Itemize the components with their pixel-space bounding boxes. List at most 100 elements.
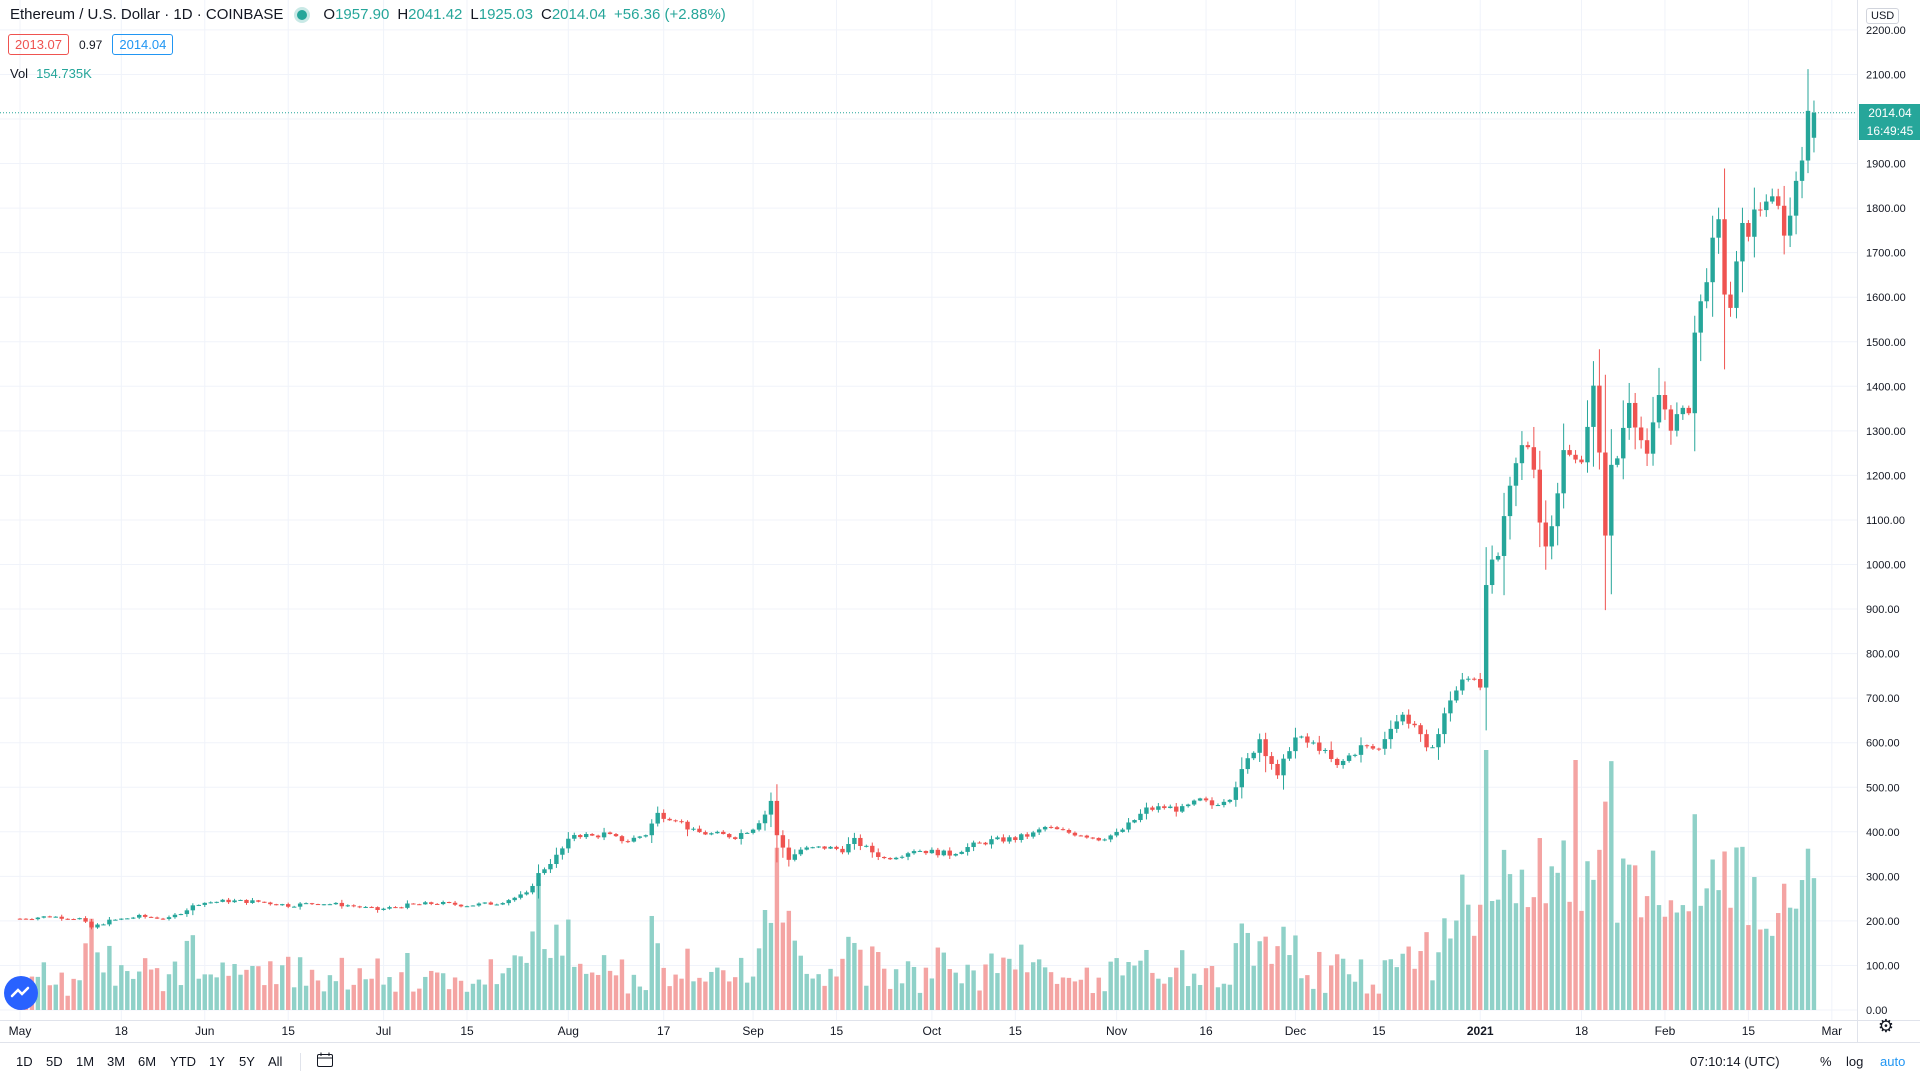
volume-bar [1036, 959, 1042, 1010]
currency-button[interactable]: USD [1866, 8, 1900, 24]
range-1y-button[interactable]: 1Y [209, 1054, 225, 1069]
candle-body [1025, 834, 1030, 837]
volume-bar [637, 986, 643, 1010]
volume-bar [238, 974, 243, 1010]
volume-bar [1519, 869, 1525, 1010]
buy-price-button[interactable]: 2014.04 [112, 34, 174, 55]
candle-body [1251, 752, 1256, 759]
candle-body [286, 904, 291, 907]
volume-bar [744, 982, 750, 1010]
log-scale-button[interactable]: log [1846, 1054, 1864, 1069]
volume-bar [1805, 848, 1811, 1010]
price-chart[interactable]: 2200.002100.002000.001900.001800.001700.… [0, 0, 1920, 1042]
auto-scale-button[interactable]: auto [1880, 1054, 1906, 1069]
volume-bar [846, 936, 851, 1010]
range-all-button[interactable]: All [268, 1054, 283, 1069]
candle-body [1382, 739, 1388, 749]
volume-bar [1758, 929, 1763, 1010]
volume-bar [1388, 959, 1393, 1010]
utc-clock[interactable]: 07:10:14 (UTC) [1690, 1054, 1780, 1069]
y-tick-label: 1900.00 [1866, 159, 1906, 171]
volume-bar [1722, 851, 1727, 1010]
candle-body [1668, 409, 1674, 431]
volume-bar [137, 971, 142, 1010]
candle-body [840, 848, 845, 853]
candle-body [977, 842, 982, 844]
volume-bar [1424, 932, 1429, 1010]
volume-bar [458, 980, 464, 1010]
candle-body [1680, 407, 1686, 415]
candle-body [619, 836, 625, 842]
tradingview-logo-icon[interactable] [4, 976, 38, 1010]
sell-price-button[interactable]: 2013.07 [8, 34, 69, 55]
candle-body [1299, 736, 1304, 738]
volume-bar [1513, 903, 1519, 1010]
candle-body [554, 854, 559, 865]
candle-body [709, 833, 714, 835]
range-3m-button[interactable]: 3M [107, 1054, 126, 1069]
volume-bar [1197, 984, 1203, 1010]
candle-body [1686, 407, 1691, 414]
candle-body [297, 903, 303, 907]
volume-bar [321, 991, 327, 1010]
volume-bar [488, 959, 494, 1010]
y-tick-label: 800.00 [1866, 649, 1900, 661]
candle-body [125, 918, 130, 920]
candle-body [1758, 209, 1763, 211]
gear-icon[interactable]: ⚙ [1877, 1016, 1895, 1036]
range-1m-button[interactable]: 1M [76, 1054, 95, 1069]
candle-body [1102, 839, 1107, 841]
volume-bar [339, 957, 345, 1010]
candle-body [1722, 219, 1727, 295]
candle-body [816, 846, 821, 848]
candle-body [762, 814, 768, 824]
range-1d-button[interactable]: 1D [16, 1054, 33, 1069]
volume-bar [327, 975, 333, 1010]
volume-bar [1525, 907, 1531, 1010]
percent-scale-button[interactable]: % [1820, 1054, 1832, 1069]
candle-body [733, 837, 738, 839]
range-5y-button[interactable]: 5Y [239, 1054, 255, 1069]
candle-body [774, 800, 780, 836]
volume-bar [190, 935, 196, 1010]
volume-bar [661, 967, 666, 1010]
volume-bar [1692, 814, 1697, 1010]
candle-body [232, 900, 237, 903]
candle-body [697, 828, 702, 833]
volume-bar [1174, 967, 1179, 1010]
volume-bar [673, 974, 678, 1010]
candle-body [119, 918, 124, 920]
candle-body [208, 902, 213, 904]
candle-body [1716, 219, 1721, 238]
close-value: 2014.04 [551, 6, 607, 23]
candle-body [738, 833, 744, 839]
candle-body [566, 838, 571, 849]
volume-bar [1275, 946, 1280, 1010]
y-tick-label: 1300.00 [1866, 426, 1906, 438]
volume-bar [476, 979, 482, 1010]
candle-body [351, 905, 356, 907]
volume-bar [1221, 983, 1227, 1010]
volume-bar [762, 910, 768, 1010]
candle-body [1233, 787, 1239, 800]
volume-bar [649, 915, 654, 1010]
range-ytd-button[interactable]: YTD [170, 1054, 196, 1069]
volume-bar [1543, 903, 1548, 1010]
range-6m-button[interactable]: 6M [138, 1054, 157, 1069]
volume-bar [1132, 965, 1137, 1010]
candle-body [613, 834, 619, 837]
volume-bar [470, 983, 476, 1010]
x-tick-label: Sep [742, 1024, 764, 1038]
candle-body [1466, 678, 1471, 680]
candle-body [1710, 237, 1715, 283]
volume-bar [1644, 896, 1650, 1010]
symbol-title[interactable]: Ethereum / U.S. Dollar · 1D · COINBASE [10, 6, 284, 23]
volume-bar [1573, 760, 1578, 1010]
candle-body [1740, 222, 1745, 262]
volume-bar [1686, 911, 1691, 1010]
range-5d-button[interactable]: 5D [46, 1054, 63, 1069]
volume-bar [429, 970, 434, 1010]
calendar-icon[interactable] [316, 1052, 334, 1071]
volume-bar [375, 958, 380, 1010]
candle-body [1764, 201, 1769, 211]
